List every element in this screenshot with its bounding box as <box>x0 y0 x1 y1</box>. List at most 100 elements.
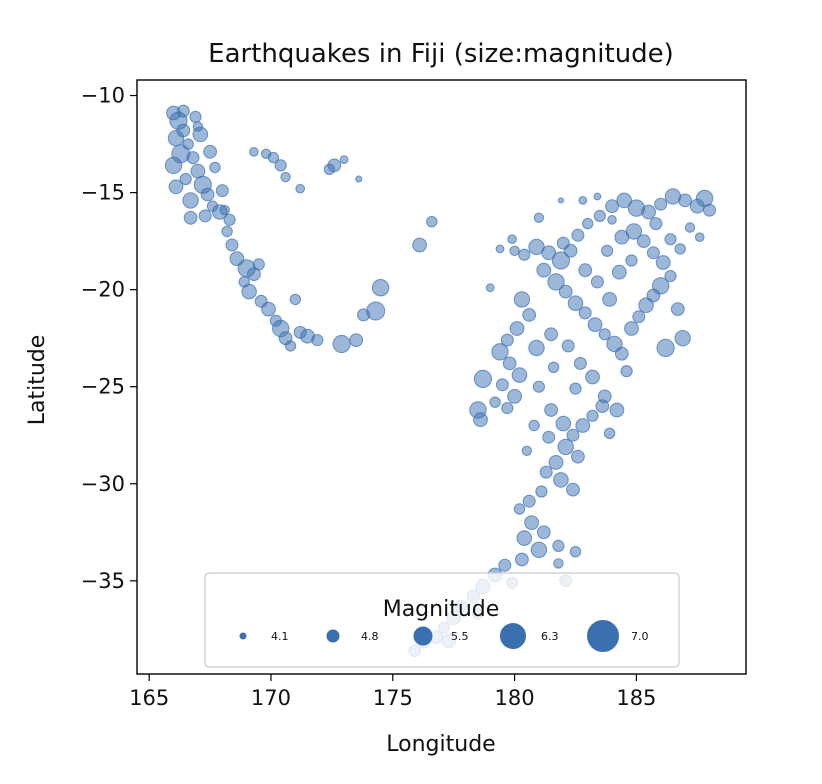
data-point <box>221 225 233 238</box>
data-point <box>507 234 517 244</box>
data-point <box>366 301 386 321</box>
data-point <box>371 279 390 297</box>
y-tick-label: −25 <box>81 375 125 399</box>
x-tick-label: 170 <box>251 686 291 710</box>
data-point <box>522 308 537 322</box>
data-point <box>670 302 685 317</box>
data-point <box>295 183 306 194</box>
x-tick-label: 185 <box>616 686 656 710</box>
data-point <box>249 147 259 157</box>
data-point <box>535 485 548 498</box>
x-tick-label: 165 <box>129 686 169 710</box>
data-point <box>200 187 215 202</box>
data-point <box>624 321 639 336</box>
data-point <box>485 283 495 293</box>
data-point <box>355 175 363 183</box>
data-point <box>664 233 677 246</box>
data-point <box>495 378 509 392</box>
data-point <box>167 130 185 147</box>
data-point <box>684 222 696 233</box>
data-point <box>544 327 558 342</box>
data-point <box>552 539 565 553</box>
data-point <box>649 217 663 231</box>
data-point <box>516 530 533 546</box>
data-point <box>678 193 692 208</box>
data-point <box>528 339 545 357</box>
data-point <box>179 172 192 186</box>
legend-label: 6.3 <box>541 630 559 643</box>
data-point <box>223 213 236 226</box>
data-point <box>536 525 551 540</box>
y-tick-label: −10 <box>81 84 125 108</box>
data-point <box>521 445 532 456</box>
data-point <box>582 217 594 230</box>
data-point <box>536 262 552 278</box>
x-axis-label: Longitude <box>386 732 495 757</box>
data-point <box>252 258 265 271</box>
data-point <box>603 427 616 439</box>
legend-title: Magnitude <box>383 597 500 622</box>
data-point <box>674 243 686 255</box>
data-point <box>203 144 218 159</box>
y-tick-label: −20 <box>81 278 125 302</box>
data-point <box>209 161 221 174</box>
legend-label: 7.0 <box>631 630 649 643</box>
data-point <box>501 402 514 415</box>
data-point <box>547 361 560 373</box>
data-point <box>632 310 646 324</box>
data-point <box>548 455 564 470</box>
x-tick-label: 175 <box>373 686 413 710</box>
data-point <box>569 546 582 558</box>
data-point <box>654 197 668 211</box>
legend-marker <box>326 629 340 643</box>
data-point <box>489 396 501 408</box>
data-point <box>607 215 617 225</box>
legend-marker <box>500 623 526 649</box>
data-point <box>332 334 351 354</box>
chart-title: Earthquakes in Fiji (size:magnitude) <box>208 39 674 69</box>
x-tick-label: 180 <box>495 686 535 710</box>
data-point <box>601 244 614 257</box>
data-point <box>641 204 656 220</box>
y-axis-label: Latitude <box>25 335 50 426</box>
data-point <box>655 255 671 270</box>
data-point <box>586 409 599 422</box>
data-point <box>532 380 546 393</box>
data-point <box>544 403 558 417</box>
data-point <box>571 228 585 242</box>
data-point <box>511 367 528 383</box>
data-point <box>694 232 705 242</box>
y-axis-ticks: −10 −15 −20 −25 −30 −35 <box>81 84 137 593</box>
data-point <box>198 209 212 223</box>
data-point <box>280 171 291 183</box>
data-point <box>500 333 514 347</box>
data-point <box>598 328 611 341</box>
data-point <box>656 338 675 357</box>
data-point <box>578 263 593 278</box>
data-point <box>186 151 200 165</box>
data-point <box>192 121 204 132</box>
data-point <box>509 321 525 336</box>
data-point <box>569 382 582 395</box>
legend-marker <box>413 626 433 646</box>
plot-frame <box>136 79 747 675</box>
data-point <box>593 209 606 222</box>
data-point <box>593 192 602 201</box>
data-point <box>585 369 600 385</box>
data-point <box>513 291 531 308</box>
data-point <box>614 229 630 245</box>
y-tick-label: −15 <box>81 181 125 205</box>
data-point <box>539 465 553 479</box>
data-point <box>502 356 517 371</box>
data-point <box>215 184 229 198</box>
data-point <box>597 389 612 404</box>
data-point <box>557 438 574 456</box>
data-point <box>542 430 556 444</box>
data-point <box>182 192 199 209</box>
data-point <box>518 248 531 261</box>
legend-label: 5.5 <box>451 630 469 643</box>
y-tick-label: −35 <box>81 569 125 593</box>
data-point <box>566 428 580 442</box>
data-point <box>664 270 677 283</box>
data-point <box>274 159 287 172</box>
